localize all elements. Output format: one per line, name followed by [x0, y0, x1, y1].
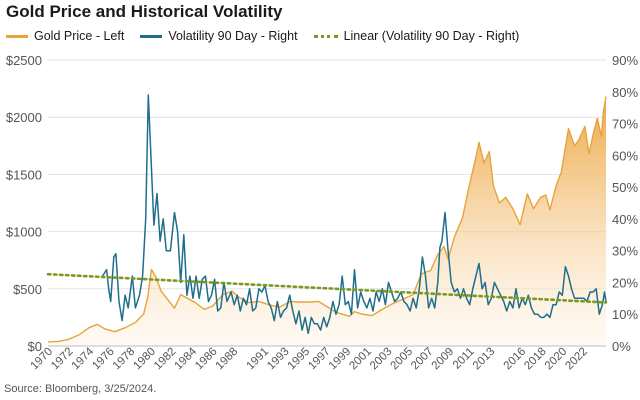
legend-label-gold-price: Gold Price - Left	[34, 29, 125, 43]
x-tick-label-20: 2011	[451, 346, 477, 372]
right-tick-label-9: 90%	[612, 53, 638, 68]
legend: Gold Price - Left Volatility 90 Day - Ri…	[6, 28, 535, 44]
legend-label-linear-trend: Linear (Volatility 90 Day - Right)	[343, 29, 520, 43]
legend-item-gold-price: Gold Price - Left	[6, 29, 124, 43]
x-tick-label-13: 1997	[306, 346, 333, 373]
legend-swatch-linear	[313, 34, 338, 38]
x-tick-label-10: 1991	[245, 346, 272, 373]
x-tick-label-2: 1974	[70, 345, 97, 372]
x-tick-label-7: 1984	[173, 345, 200, 372]
x-tick-label-19: 2009	[430, 346, 457, 373]
x-tick-label-16: 2003	[368, 346, 395, 373]
x-tick-label-5: 1980	[131, 346, 158, 373]
x-tick-label-25: 2022	[563, 346, 590, 373]
gold-price-line	[47, 96, 607, 343]
x-axis: 1970197219741976197819801982198419861988…	[29, 345, 606, 372]
legend-item-volatility: Volatility 90 Day - Right	[140, 29, 298, 43]
legend-swatch-volatility	[140, 34, 163, 38]
gold-price-area	[48, 96, 606, 346]
right-tick-label-0: 0%	[612, 339, 631, 354]
x-tick-label-12: 1995	[286, 346, 313, 373]
right-tick-label-5: 50%	[612, 180, 638, 195]
x-tick-label-23: 2018	[522, 346, 549, 373]
x-tick-label-4: 1978	[111, 346, 138, 373]
gold-area-layer	[48, 96, 606, 346]
left-tick-label-3: $1500	[6, 167, 42, 182]
x-tick-label-21: 2013	[471, 346, 498, 373]
x-tick-label-24: 2020	[543, 346, 570, 373]
right-tick-label-7: 70%	[612, 117, 638, 132]
volatility-trend-line	[46, 272, 608, 304]
legend-label-volatility: Volatility 90 Day - Right	[168, 29, 298, 43]
left-tick-label-4: $2000	[6, 110, 42, 125]
right-tick-label-6: 60%	[612, 148, 638, 163]
right-tick-label-8: 80%	[612, 85, 638, 100]
right-axis: 0% 10% 20% 30% 40% 50% 60% 70% 80% 90%	[612, 53, 638, 354]
left-tick-label-0: $0	[28, 339, 42, 354]
x-tick-label-1: 1972	[49, 346, 76, 373]
x-tick-label-15: 2001	[347, 346, 374, 373]
x-tick-label-6: 1982	[152, 346, 179, 373]
right-tick-label-3: 30%	[612, 244, 638, 259]
x-tick-label-11: 1993	[265, 346, 292, 373]
legend-swatch-gold	[6, 34, 28, 38]
x-tick-label-3: 1976	[90, 346, 117, 373]
x-tick-label-22: 2016	[502, 346, 529, 373]
x-tick-label-17: 2005	[389, 346, 416, 373]
chart-title: Gold Price and Historical Volatility	[6, 2, 283, 21]
volatility-line	[101, 94, 607, 335]
source-note: Source: Bloomberg, 3/25/2024.	[4, 383, 157, 395]
right-tick-label-2: 20%	[612, 275, 638, 290]
legend-item-linear-trend: Linear (Volatility 90 Day - Right)	[313, 29, 520, 43]
x-tick-label-9: 1988	[214, 346, 241, 373]
right-tick-label-4: 40%	[612, 212, 638, 227]
right-tick-label-1: 10%	[612, 307, 638, 322]
x-tick-label-14: 1999	[327, 346, 354, 373]
left-tick-label-1: $500	[13, 282, 42, 297]
left-axis: $0 $500 $1000 $1500 $2000 $2500	[6, 53, 42, 354]
x-tick-label-8: 1986	[193, 346, 220, 373]
left-tick-label-2: $1000	[6, 225, 42, 240]
left-tick-label-5: $2500	[6, 53, 42, 68]
series-lines-layer	[46, 94, 608, 343]
x-tick-label-18: 2007	[409, 346, 436, 373]
